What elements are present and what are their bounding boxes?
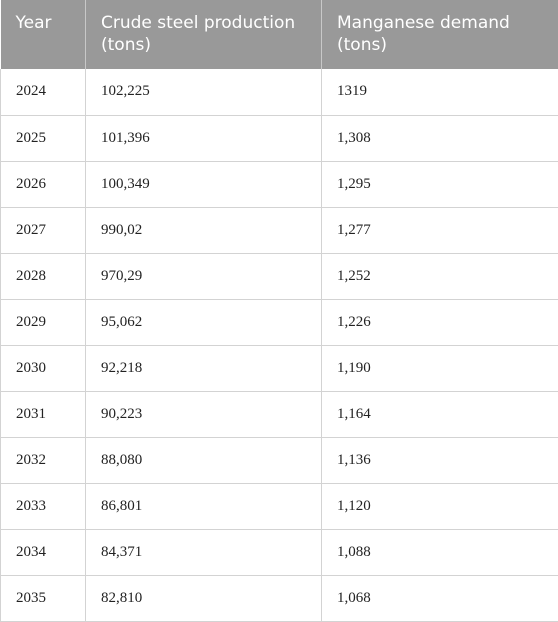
cell-manganese: 1,120 [321,483,558,530]
cell-crude-steel: 86,801 [85,483,322,530]
cell-crude-steel: 102,225 [85,69,322,116]
table-body: 2024 102,225 1319 2025 101,396 1,308 202… [0,69,558,622]
cell-crude-steel: 95,062 [85,299,322,346]
cell-crude-steel: 90,223 [85,391,322,438]
cell-manganese: 1,068 [321,575,558,622]
cell-crude-steel: 82,810 [85,575,322,622]
table-row: 2029 95,062 1,226 [0,299,558,346]
cell-year: 2031 [0,391,86,438]
header-year: Year [0,0,86,69]
cell-manganese: 1,295 [321,161,558,208]
cell-manganese: 1,226 [321,299,558,346]
cell-manganese: 1,088 [321,529,558,576]
cell-year: 2034 [0,529,86,576]
table-row: 2035 82,810 1,068 [0,575,558,622]
table-row: 2034 84,371 1,088 [0,529,558,576]
cell-year: 2035 [0,575,86,622]
table-row: 2024 102,225 1319 [0,69,558,116]
cell-year: 2033 [0,483,86,530]
cell-manganese: 1,252 [321,253,558,300]
header-row: Year Crude steel production (tons) Manga… [0,0,558,69]
table-row: 2033 86,801 1,120 [0,483,558,530]
cell-year: 2028 [0,253,86,300]
table-header: Year Crude steel production (tons) Manga… [0,0,558,69]
cell-year: 2027 [0,207,86,254]
cell-manganese: 1,164 [321,391,558,438]
header-manganese-demand: Manganese demand (tons) [321,0,558,69]
cell-manganese: 1,308 [321,115,558,162]
cell-crude-steel: 990,02 [85,207,322,254]
cell-crude-steel: 92,218 [85,345,322,392]
cell-year: 2030 [0,345,86,392]
cell-year: 2032 [0,437,86,484]
cell-year: 2025 [0,115,86,162]
table-row: 2031 90,223 1,164 [0,391,558,438]
table-row: 2025 101,396 1,308 [0,115,558,162]
cell-crude-steel: 88,080 [85,437,322,484]
table-row: 2026 100,349 1,295 [0,161,558,208]
table-row: 2030 92,218 1,190 [0,345,558,392]
cell-manganese: 1319 [321,69,558,116]
cell-crude-steel: 970,29 [85,253,322,300]
cell-crude-steel: 101,396 [85,115,322,162]
cell-year: 2026 [0,161,86,208]
cell-manganese: 1,190 [321,345,558,392]
cell-crude-steel: 100,349 [85,161,322,208]
cell-manganese: 1,136 [321,437,558,484]
cell-manganese: 1,277 [321,207,558,254]
cell-crude-steel: 84,371 [85,529,322,576]
cell-year: 2029 [0,299,86,346]
table-row: 2032 88,080 1,136 [0,437,558,484]
cell-year: 2024 [0,69,86,116]
table-row: 2028 970,29 1,252 [0,253,558,300]
header-crude-steel-production: Crude steel production (tons) [85,0,322,69]
table-row: 2027 990,02 1,277 [0,207,558,254]
